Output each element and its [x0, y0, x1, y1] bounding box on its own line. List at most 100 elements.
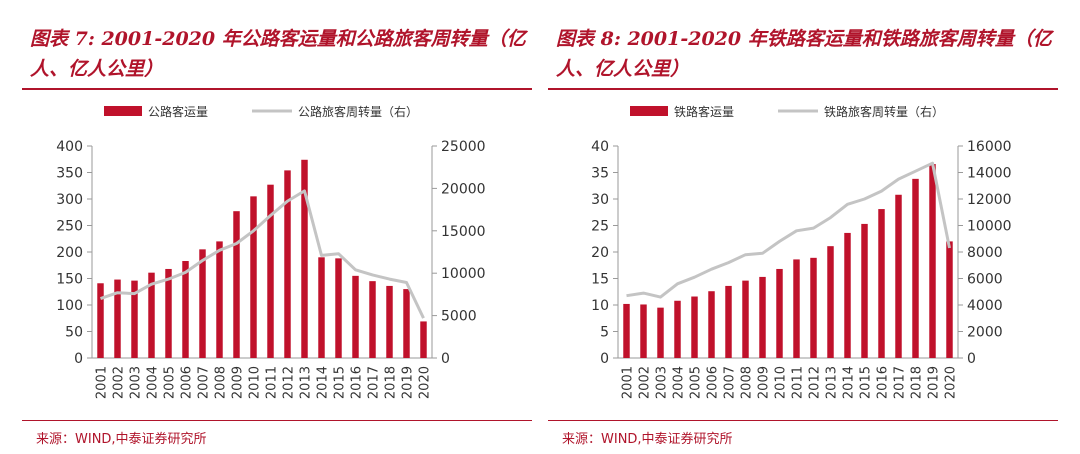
right-tick-label: 16000	[967, 139, 1012, 155]
bar	[216, 241, 223, 358]
right-tick-label: 12000	[967, 192, 1012, 208]
bar	[657, 307, 664, 358]
x-tick-label: 2002	[112, 366, 127, 399]
bar	[827, 246, 834, 358]
x-tick-label: 2004	[146, 366, 161, 399]
bar	[199, 249, 206, 358]
legend-bar-swatch	[630, 106, 668, 116]
x-tick-label: 2001	[95, 366, 110, 399]
bar	[233, 211, 240, 358]
right-tick-label: 5000	[441, 309, 477, 325]
bar	[386, 285, 393, 358]
right-tick-label: 4000	[967, 298, 1003, 314]
left-tick-label: 15	[591, 272, 609, 288]
left-tick-label: 35	[591, 166, 609, 182]
bar	[759, 276, 766, 358]
x-tick-label: 2014	[842, 366, 857, 399]
x-tick-label: 2019	[927, 366, 942, 399]
x-tick-label: 2010	[774, 366, 789, 399]
left-tick-label: 200	[56, 245, 83, 261]
bar	[114, 279, 121, 358]
legend-line-label: 铁路旅客周转量（右）	[824, 104, 944, 119]
x-tick-label: 2019	[401, 366, 416, 399]
right-tick-label: 25000	[441, 139, 486, 155]
right-tick-label: 2000	[967, 325, 1003, 341]
bar	[403, 289, 410, 358]
x-tick-label: 2016	[350, 366, 365, 399]
series-line	[100, 189, 425, 319]
left-tick-label: 100	[56, 298, 83, 314]
legend-bar-label: 公路客运量	[148, 104, 208, 119]
x-tick-label: 2012	[282, 366, 297, 399]
x-tick-label: 2001	[621, 366, 636, 399]
x-tick-label: 2018	[910, 366, 925, 399]
railway-chart: 铁路客运量 铁路旅客周转量（右） 0 5 10 15 20 25 30 35 40 0 2000 4000…	[591, 104, 1012, 399]
x-tick-label: 2013	[825, 366, 840, 399]
bar	[742, 280, 749, 358]
source-note: 来源：WIND,中泰证券研究所	[562, 432, 733, 447]
bar	[912, 178, 919, 358]
x-tick-label: 2008	[214, 366, 229, 399]
left-tick-label: 300	[56, 192, 83, 208]
x-tick-label: 2011	[265, 366, 280, 399]
left-tick-label: 40	[591, 139, 609, 155]
bar	[895, 194, 902, 358]
bar	[623, 303, 630, 358]
bar	[725, 285, 732, 358]
x-tick-label: 2014	[316, 366, 331, 399]
x-tick-label: 2005	[163, 366, 178, 399]
bar	[420, 321, 427, 358]
x-tick-label: 2018	[384, 366, 399, 399]
right-tick-label: 0	[967, 351, 976, 367]
left-tick-label: 400	[56, 139, 83, 155]
bar	[776, 268, 783, 358]
right-tick-label: 8000	[967, 245, 1003, 261]
bar	[148, 272, 155, 358]
legend-bar-label: 铁路客运量	[674, 104, 734, 119]
right-tick-label: 10000	[967, 219, 1012, 235]
bar	[284, 170, 291, 358]
x-tick-label: 2016	[876, 366, 891, 399]
left-tick-label: 150	[56, 272, 83, 288]
left-tick-label: 25	[591, 219, 609, 235]
x-tick-label: 2009	[231, 366, 246, 399]
right-tick-label: 0	[441, 351, 450, 367]
bar	[640, 304, 647, 358]
series-line	[626, 161, 951, 299]
chart-panel-highway: 图表 7: 2001-2020 年公路客运量和公路旅客周转量（亿人、亿人公里） …	[22, 0, 532, 454]
bar	[335, 258, 342, 358]
x-tick-label: 2006	[180, 366, 195, 399]
bar	[674, 300, 681, 358]
x-tick-label: 2004	[672, 366, 687, 399]
right-tick-label: 15000	[441, 224, 486, 240]
left-tick-label: 50	[65, 325, 83, 341]
x-tick-label: 2007	[723, 366, 738, 399]
x-tick-label: 2002	[638, 366, 653, 399]
source-divider	[22, 420, 532, 421]
x-tick-label: 2013	[299, 366, 314, 399]
x-tick-label: 2012	[808, 366, 823, 399]
x-tick-label: 2020	[418, 366, 433, 399]
bar	[793, 259, 800, 358]
x-tick-label: 2009	[757, 366, 772, 399]
x-tick-label: 2015	[859, 366, 874, 399]
bar	[691, 296, 698, 358]
bar	[708, 291, 715, 358]
bar	[250, 196, 257, 358]
bar	[946, 241, 953, 358]
bar	[369, 281, 376, 358]
x-tick-label: 2006	[706, 366, 721, 399]
bar	[131, 280, 138, 358]
chart-title: 图表 7: 2001-2020 年公路客运量和公路旅客周转量（亿人、亿人公里）	[30, 28, 526, 80]
bar	[165, 268, 172, 358]
bar	[929, 164, 936, 358]
right-tick-label: 6000	[967, 272, 1003, 288]
bar	[182, 261, 189, 358]
left-tick-label: 250	[56, 219, 83, 235]
x-tick-label: 2003	[129, 366, 144, 399]
chart-title: 图表 8: 2001-2020 年铁路客运量和铁路旅客周转量（亿人、亿人公里）	[556, 28, 1052, 80]
legend-bar-swatch	[104, 106, 142, 116]
x-tick-label: 2017	[893, 366, 908, 399]
source-note: 来源：WIND,中泰证券研究所	[36, 432, 207, 447]
